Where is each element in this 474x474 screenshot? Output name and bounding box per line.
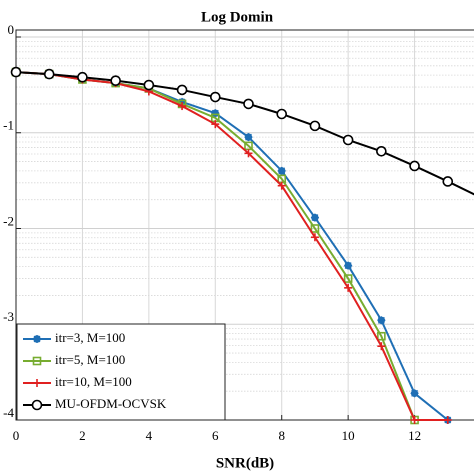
marker-stroke — [311, 214, 319, 222]
marker — [277, 181, 286, 190]
marker — [310, 233, 319, 242]
marker — [209, 91, 221, 103]
marker-circle — [110, 75, 121, 86]
marker — [342, 134, 354, 146]
legend-box — [16, 323, 226, 421]
marker — [443, 416, 452, 424]
marker-circle — [409, 160, 420, 172]
marker-stroke — [278, 167, 286, 175]
marker — [310, 224, 320, 233]
marker-circle — [43, 68, 55, 80]
marker-square — [32, 356, 42, 366]
marker-stroke — [411, 389, 418, 397]
marker — [176, 84, 188, 96]
marker-stroke — [344, 262, 352, 270]
marker-stroke — [377, 316, 385, 324]
marker-circle — [77, 71, 88, 83]
x-axis-label: SNR(dB) — [216, 455, 274, 471]
marker — [244, 133, 253, 142]
marker-stroke — [245, 133, 252, 141]
x-tick-label: 2 — [79, 428, 86, 443]
marker — [377, 316, 386, 325]
marker-stroke — [33, 335, 41, 343]
marker — [343, 274, 353, 283]
x-tick-label: 12 — [408, 428, 421, 443]
marker-circle — [176, 84, 188, 96]
legend-label: itr=5, M=100 — [55, 352, 125, 367]
marker — [344, 261, 353, 270]
marker-circle — [10, 66, 22, 78]
x-tick-label: 8 — [278, 428, 285, 443]
y-tick-label: -2 — [3, 213, 14, 228]
marker — [211, 120, 220, 129]
marker — [442, 176, 454, 187]
series-line — [15, 71, 448, 421]
y-tick-label: -4 — [3, 405, 14, 420]
marker — [376, 146, 387, 157]
marker-circle — [31, 399, 43, 411]
x-tick-label: 10 — [342, 428, 355, 443]
marker — [33, 379, 41, 387]
marker — [344, 283, 353, 292]
x-tick-label: 6 — [212, 428, 219, 443]
marker — [31, 399, 43, 411]
marker-circle — [276, 108, 288, 120]
marker-square — [310, 224, 320, 233]
marker — [377, 331, 386, 341]
marker — [309, 120, 321, 132]
x-tick-label: 0 — [13, 428, 20, 443]
marker — [409, 160, 420, 172]
marker-stroke — [211, 109, 219, 117]
x-tick-label: 4 — [146, 428, 153, 443]
marker — [77, 71, 88, 83]
chart-title: Log Domin — [201, 9, 274, 25]
marker-square — [377, 331, 386, 341]
marker-square — [343, 274, 353, 283]
legend-label: MU-OFDM-OCVSK — [55, 396, 167, 411]
marker-circle — [442, 176, 454, 187]
marker-circle — [309, 120, 321, 132]
axes-frame — [15, 29, 474, 421]
marker — [32, 356, 42, 366]
marker-circle — [143, 79, 155, 91]
marker-circle — [376, 146, 387, 157]
marker — [277, 166, 286, 175]
legend: itr=3, M=100 itr=5, M=100 itr=10, M=100 MU-… — [16, 323, 226, 421]
marker — [10, 66, 22, 78]
marker-circle — [342, 134, 354, 146]
legend-label: itr=3, M=100 — [55, 330, 125, 345]
marker — [276, 108, 288, 120]
marker — [243, 98, 254, 110]
y-tick-label: -1 — [3, 118, 14, 133]
marker — [33, 335, 41, 343]
marker — [143, 79, 155, 91]
legend-label: itr=10, M=100 — [55, 374, 132, 389]
y-tick-label: 0 — [8, 22, 15, 37]
marker — [310, 213, 319, 222]
marker — [244, 149, 253, 158]
marker — [377, 342, 386, 351]
marker — [410, 389, 419, 398]
marker — [410, 416, 419, 424]
y-tick-label: -3 — [3, 309, 14, 324]
marker-circle — [209, 91, 221, 103]
marker-circle — [243, 98, 254, 110]
marker — [178, 102, 187, 111]
marker — [43, 68, 55, 80]
marker — [110, 75, 121, 86]
